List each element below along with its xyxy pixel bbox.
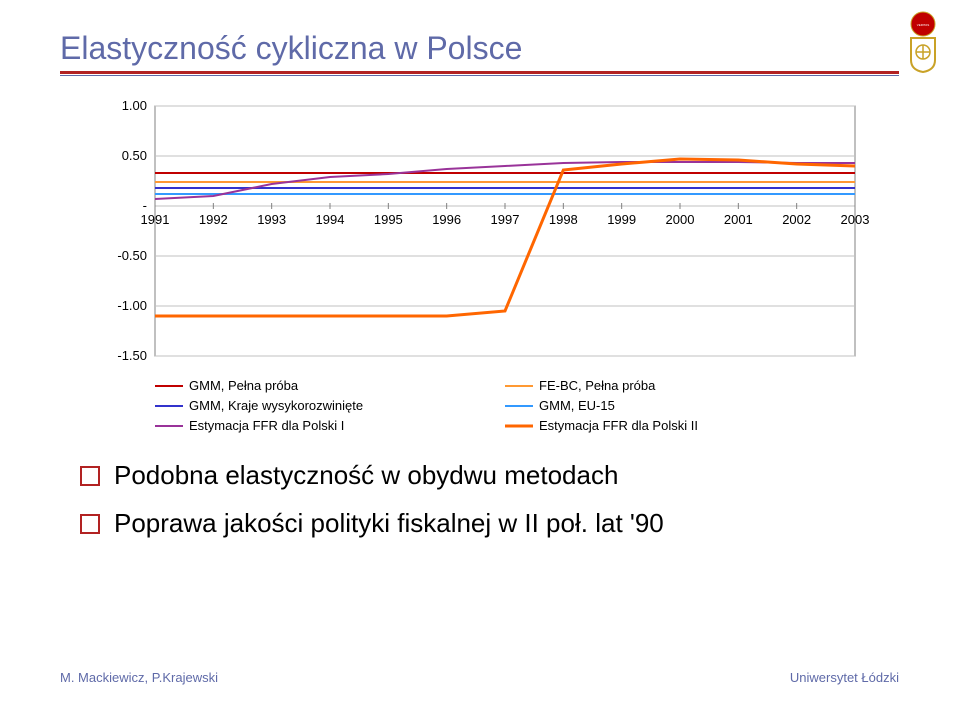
svg-text:GMM, Pełna próba: GMM, Pełna próba xyxy=(189,378,299,393)
university-logo: VERITAS xyxy=(901,10,945,74)
svg-text:-1.50: -1.50 xyxy=(117,348,147,363)
svg-text:-: - xyxy=(143,198,147,213)
slide-footer: M. Mackiewicz, P.Krajewski Uniwersytet Ł… xyxy=(60,670,899,685)
svg-text:VERITAS: VERITAS xyxy=(917,23,930,27)
svg-text:FE-BC, Pełna próba: FE-BC, Pełna próba xyxy=(539,378,656,393)
svg-text:1992: 1992 xyxy=(199,212,228,227)
list-item: Podobna elastyczność w obydwu metodach xyxy=(80,459,899,493)
svg-text:2001: 2001 xyxy=(724,212,753,227)
bullet-text: Podobna elastyczność w obydwu metodach xyxy=(114,459,618,493)
svg-text:1994: 1994 xyxy=(316,212,345,227)
svg-text:GMM, EU-15: GMM, EU-15 xyxy=(539,398,615,413)
svg-text:1995: 1995 xyxy=(374,212,403,227)
svg-text:Estymacja FFR dla Polski II: Estymacja FFR dla Polski II xyxy=(539,418,698,433)
svg-text:-1.00: -1.00 xyxy=(117,298,147,313)
list-item: Poprawa jakości polityki fiskalnej w II … xyxy=(80,507,899,541)
svg-text:-0.50: -0.50 xyxy=(117,248,147,263)
footer-author-a: M. Mackiewicz, xyxy=(60,670,152,685)
footer-author: M. Mackiewicz, P.Krajewski xyxy=(60,670,218,685)
footer-author-b: P.Krajewski xyxy=(152,670,218,685)
svg-text:1997: 1997 xyxy=(491,212,520,227)
svg-text:1991: 1991 xyxy=(141,212,170,227)
bullet-text: Poprawa jakości polityki fiskalnej w II … xyxy=(114,507,664,541)
svg-text:0.50: 0.50 xyxy=(122,148,147,163)
svg-text:Estymacja FFR dla Polski I: Estymacja FFR dla Polski I xyxy=(189,418,344,433)
footer-affiliation: Uniwersytet Łódzki xyxy=(790,670,899,685)
title-rule-red xyxy=(60,71,899,74)
svg-text:1996: 1996 xyxy=(432,212,461,227)
svg-text:GMM, Kraje wysykorozwinięte: GMM, Kraje wysykorozwinięte xyxy=(189,398,363,413)
svg-text:1.00: 1.00 xyxy=(122,98,147,113)
svg-text:2003: 2003 xyxy=(841,212,870,227)
title-rule-blue xyxy=(60,75,899,76)
svg-text:1998: 1998 xyxy=(549,212,578,227)
bullet-list: Podobna elastyczność w obydwu metodach P… xyxy=(80,459,899,541)
bullet-icon xyxy=(80,514,100,534)
svg-text:2000: 2000 xyxy=(666,212,695,227)
page-title: Elastyczność cykliczna w Polsce xyxy=(60,30,899,67)
svg-text:2002: 2002 xyxy=(782,212,811,227)
svg-text:1993: 1993 xyxy=(257,212,286,227)
svg-text:1999: 1999 xyxy=(607,212,636,227)
elasticity-chart: 1.00 0.50 - -0.50 -1.00 -1.50 1991 1992 1993 1994… xyxy=(90,94,899,439)
bullet-icon xyxy=(80,466,100,486)
